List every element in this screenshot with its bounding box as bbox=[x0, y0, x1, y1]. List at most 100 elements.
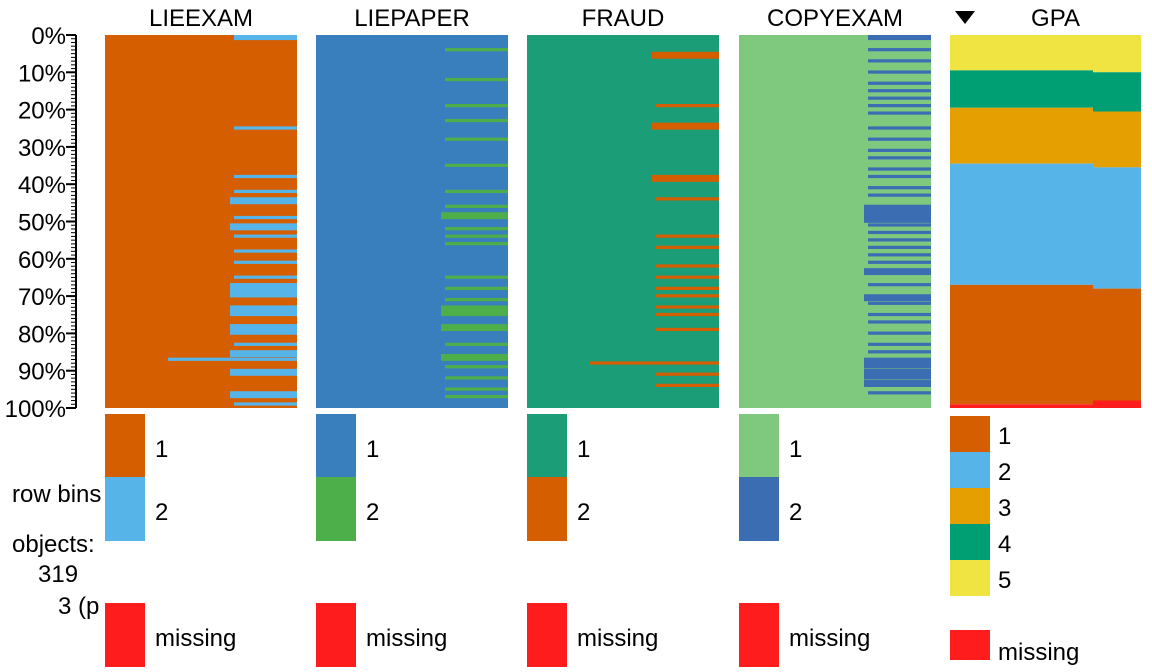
panel-gpa: GPA bbox=[950, 5, 1141, 408]
category-2-bin bbox=[445, 234, 508, 238]
legend-swatch bbox=[950, 524, 990, 560]
category-2-bin bbox=[656, 245, 719, 249]
category-2-bin bbox=[234, 249, 297, 253]
category-2-bin bbox=[445, 394, 508, 399]
y-tick-label: 30% bbox=[18, 135, 66, 162]
category-2-bin bbox=[230, 350, 297, 358]
legend-swatch bbox=[527, 414, 567, 478]
category-2-bin bbox=[868, 283, 931, 287]
category-2-bin bbox=[868, 320, 931, 324]
gpa-segment-1 bbox=[950, 284, 1141, 405]
category-2-bin bbox=[868, 148, 931, 152]
category-2-bin bbox=[445, 189, 508, 194]
category-2-bin bbox=[656, 327, 719, 332]
legend-swatch bbox=[105, 477, 145, 541]
category-2-bin bbox=[234, 402, 297, 406]
category-2-bin bbox=[230, 283, 297, 298]
legend-missing-label: missing bbox=[789, 625, 870, 652]
gpa-segment-5 bbox=[950, 35, 1141, 73]
column-title[interactable]: FRAUD bbox=[582, 5, 665, 32]
category-2-bin bbox=[868, 59, 931, 63]
y-tick-label: 10% bbox=[18, 60, 66, 87]
legend-swatch-missing bbox=[105, 603, 145, 667]
category-2-bin bbox=[868, 245, 931, 249]
clip-mask bbox=[103, 470, 105, 620]
column-title[interactable]: GPA bbox=[1031, 5, 1080, 32]
legend-copyexam: 1 2 missing bbox=[739, 414, 870, 667]
column-title[interactable]: LIEEXAM bbox=[149, 5, 253, 32]
legend-swatch bbox=[950, 560, 990, 596]
category-2-bin bbox=[868, 391, 931, 395]
legend-label: 1 bbox=[998, 423, 1011, 450]
column-title[interactable]: LIEPAPER bbox=[354, 5, 470, 32]
category-2-bin bbox=[656, 104, 719, 108]
category-2-bin bbox=[864, 357, 931, 369]
category-2-bin bbox=[441, 305, 508, 317]
category-2-bin bbox=[445, 376, 508, 380]
category-2-bin bbox=[445, 387, 508, 391]
category-2-bin bbox=[441, 212, 508, 220]
category-2-bin bbox=[868, 253, 931, 257]
category-2-bin bbox=[441, 324, 508, 332]
objects-value: 319 bbox=[38, 561, 78, 588]
category-2-bin bbox=[445, 163, 508, 167]
legend-label: 2 bbox=[998, 459, 1011, 486]
category-2-bin bbox=[656, 383, 719, 387]
category-2-bin bbox=[445, 297, 508, 302]
legend-label: 2 bbox=[155, 499, 168, 526]
category-2-bin bbox=[868, 167, 931, 171]
category-2-bin bbox=[868, 193, 931, 197]
legend-gpa: 1 2 3 4 5 missing bbox=[950, 416, 1079, 666]
category-1-fill bbox=[527, 35, 719, 408]
legend-missing-label: missing bbox=[366, 625, 447, 652]
legend-swatch bbox=[527, 477, 567, 541]
category-2-bin bbox=[868, 156, 931, 160]
category-2-bin bbox=[656, 305, 719, 309]
category-2-bin bbox=[445, 118, 508, 123]
category-2-bin bbox=[656, 264, 719, 268]
panel-copyexam: COPYEXAM bbox=[739, 5, 931, 408]
category-2-bin bbox=[590, 361, 719, 365]
category-2-bin bbox=[868, 48, 931, 52]
category-2-bin bbox=[445, 204, 508, 208]
row-bins-label: row bins: bbox=[12, 481, 108, 508]
category-2-bin bbox=[234, 215, 297, 220]
category-2-bin bbox=[234, 275, 297, 279]
y-tick-label: 0% bbox=[31, 23, 66, 50]
category-2-bin bbox=[656, 372, 719, 376]
legend-label: 1 bbox=[366, 436, 379, 463]
legend-label: 4 bbox=[998, 531, 1011, 558]
legend-label: 2 bbox=[366, 499, 379, 526]
category-2-bin bbox=[656, 234, 719, 238]
category-2-bin bbox=[230, 223, 297, 231]
legends: 1 2 missing 1 2 missing 1 2 missing 1 2 missing 1 2 3 4… bbox=[103, 414, 1079, 667]
legend-label: 5 bbox=[998, 567, 1011, 594]
category-2-bin bbox=[441, 353, 508, 361]
category-2-bin bbox=[230, 324, 297, 335]
category-2-bin bbox=[864, 368, 931, 380]
panel-liepaper: LIEPAPER bbox=[316, 5, 508, 408]
category-2-bin bbox=[230, 368, 297, 376]
category-2-bin bbox=[234, 189, 297, 194]
category-2-bin bbox=[656, 286, 719, 291]
category-2-bin bbox=[234, 35, 297, 41]
y-tick-label: 90% bbox=[18, 359, 66, 386]
legend-swatch bbox=[105, 414, 145, 478]
column-title[interactable]: COPYEXAM bbox=[767, 5, 903, 32]
legend-fraud: 1 2 missing bbox=[527, 414, 658, 667]
category-2-bin bbox=[234, 234, 297, 238]
legend-swatch-missing bbox=[527, 603, 567, 667]
legend-swatch bbox=[739, 414, 779, 478]
legend-swatch-missing bbox=[316, 603, 356, 667]
category-2-bin bbox=[445, 227, 508, 231]
gpa-segment-2 bbox=[950, 163, 1141, 289]
category-2-bin bbox=[445, 48, 508, 52]
category-2-bin bbox=[445, 104, 508, 108]
category-2-bin bbox=[445, 365, 508, 369]
category-2-bin bbox=[868, 186, 931, 190]
sort-descending-icon[interactable] bbox=[955, 11, 975, 24]
legend-label: 1 bbox=[155, 436, 168, 463]
category-2-bin bbox=[445, 275, 508, 279]
category-1-fill bbox=[316, 35, 508, 408]
